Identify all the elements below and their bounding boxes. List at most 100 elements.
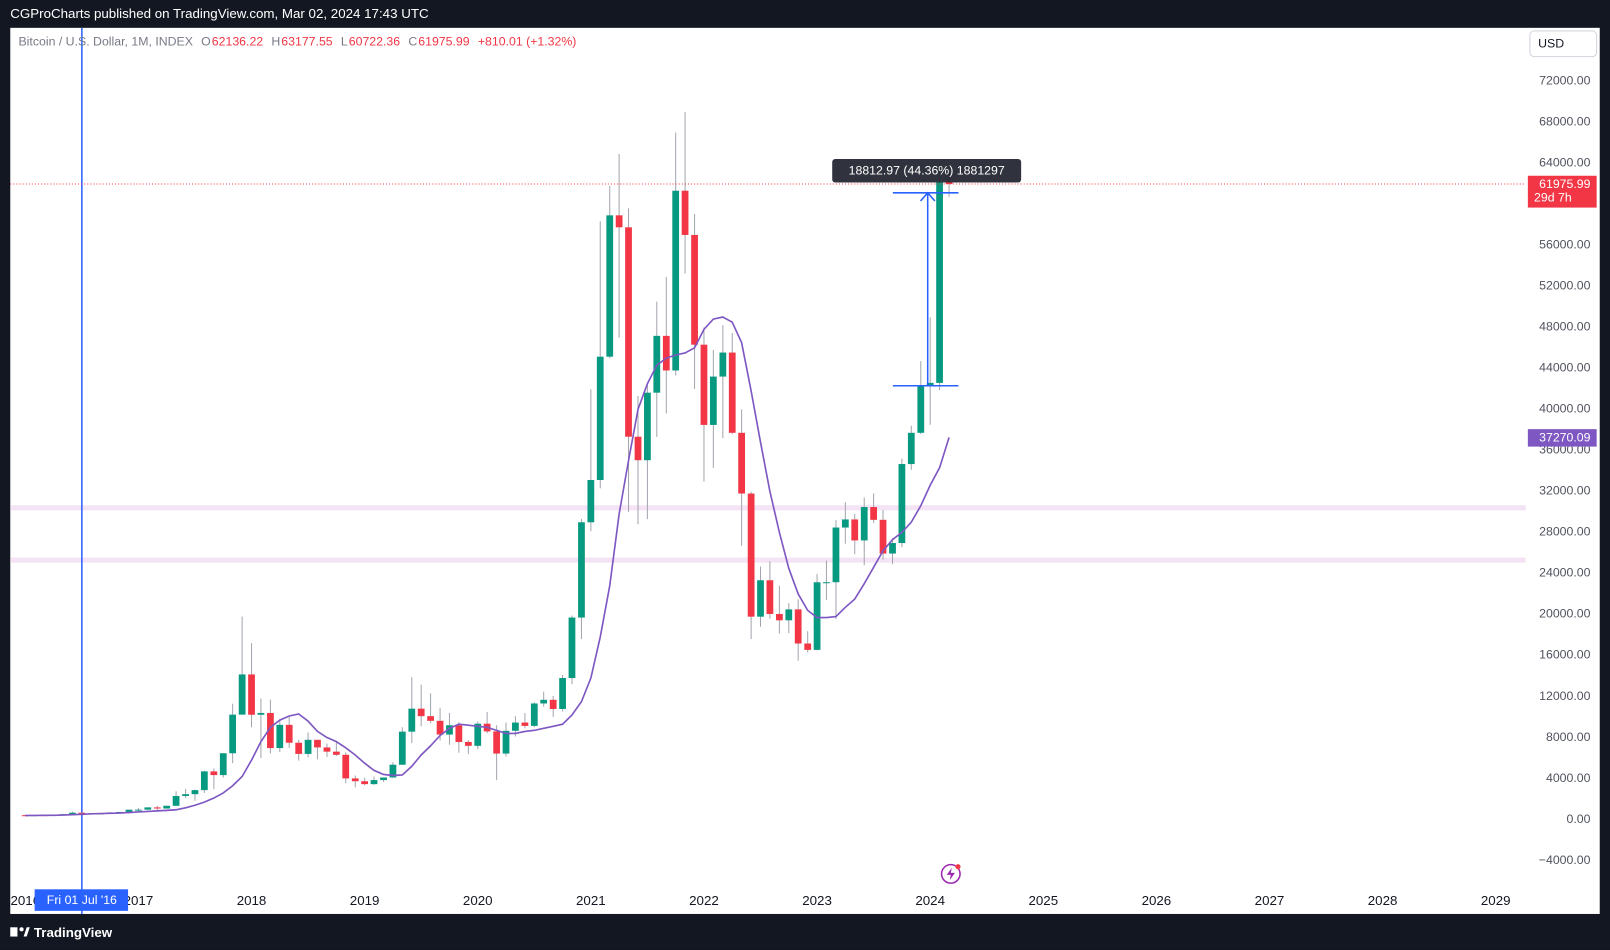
candle-body: [285, 724, 293, 743]
candle-body: [719, 352, 727, 377]
candle-body: [785, 609, 793, 621]
crosshair-label-box: [34, 889, 129, 911]
ohlc-value: 61975.99: [418, 34, 470, 48]
y-tick-label: 12000.00: [1539, 689, 1591, 703]
chart-title: Bitcoin / U.S. Dollar, 1M, INDEX: [18, 34, 192, 48]
y-tick-label: 8000.00: [1546, 730, 1591, 744]
candle-body: [342, 754, 350, 779]
candle-body: [248, 674, 255, 715]
candle-body: [917, 386, 925, 433]
candle-body: [464, 741, 472, 746]
candle-body: [276, 724, 284, 749]
x-tick-label: 2025: [1028, 893, 1058, 908]
y-tick-label: 16000.00: [1539, 648, 1591, 662]
candle-body: [436, 720, 444, 735]
y-tick-label: 48000.00: [1539, 320, 1591, 334]
candle-body: [135, 809, 142, 811]
candle-body: [314, 739, 321, 748]
candle-body: [210, 771, 218, 776]
currency-label[interactable]: USD: [1538, 37, 1564, 51]
candle-body: [879, 519, 887, 554]
x-tick-label: 2017: [124, 893, 154, 908]
x-tick-label: 2022: [689, 893, 719, 908]
x-tick-label: 2016: [10, 893, 40, 908]
candle-body: [926, 382, 934, 387]
moving-average-line: [25, 316, 950, 817]
x-tick-label: 2028: [1368, 893, 1398, 908]
candle-body: [389, 764, 397, 778]
candle-body: [521, 722, 529, 726]
candle-body: [870, 507, 878, 520]
candle-body: [530, 703, 538, 726]
x-tick-label: 2026: [1142, 893, 1172, 908]
level-band: [10, 557, 1526, 563]
candle-body: [907, 432, 915, 465]
crosshair-label: Fri 01 Jul '16: [47, 893, 117, 907]
candle-body: [757, 580, 764, 617]
candle-body: [596, 356, 604, 480]
chart-panel: [10, 27, 1600, 914]
y-tick-label: −4000.00: [1539, 853, 1591, 867]
ohlc-value: 60722.36: [349, 34, 401, 48]
candle-body: [502, 730, 510, 754]
candle-body: [493, 731, 501, 754]
candle-body: [549, 699, 557, 709]
y-tick-label: 0.00: [1567, 812, 1591, 826]
candle-body: [578, 522, 585, 618]
candle-body: [238, 674, 246, 715]
candle-body: [474, 723, 482, 746]
candle-body: [182, 794, 189, 797]
tradingview-logo: [10, 927, 30, 937]
candle-body: [766, 580, 774, 614]
candle-body: [889, 543, 896, 554]
candle-body: [691, 234, 698, 345]
candle-body: [144, 807, 152, 810]
y-tick-label: 64000.00: [1539, 155, 1591, 169]
x-tick-label: 2020: [463, 893, 493, 908]
candle-body: [427, 716, 434, 721]
lightning-icon: [940, 863, 961, 884]
candle-body: [738, 432, 746, 494]
candle-body: [229, 714, 237, 754]
candle-body: [332, 751, 340, 755]
x-tick-label: 2021: [576, 893, 606, 908]
y-tick-label: 72000.00: [1539, 73, 1591, 87]
candle-body: [568, 617, 576, 679]
footer-brand: TradingView: [34, 925, 113, 940]
candle-body: [851, 519, 859, 541]
candle-body: [172, 796, 180, 806]
candle-body: [559, 678, 566, 709]
x-tick-label: 2023: [802, 893, 832, 908]
candle-body: [813, 582, 821, 650]
candle-body: [295, 742, 303, 754]
candle-body: [832, 527, 840, 583]
candle-body: [634, 436, 642, 461]
currency-button[interactable]: [1529, 30, 1598, 58]
x-tick-label: 2019: [350, 893, 380, 908]
ohlc-label: L: [341, 34, 348, 48]
candle-body: [644, 392, 651, 461]
candle-body: [323, 747, 331, 752]
candle-body: [804, 643, 812, 650]
candle-body: [747, 493, 755, 617]
candle-body: [709, 376, 717, 425]
price-axis: −4000.00 0.00 4000.00 8000.00 12000.00 16000.…: [1527, 73, 1597, 867]
candle-body: [860, 507, 868, 541]
last-price-box: [1527, 175, 1597, 208]
candle-body: [823, 582, 830, 584]
countdown-label: 29d 7h: [1534, 191, 1572, 205]
y-tick-label: 20000.00: [1539, 607, 1591, 621]
candle-body: [361, 781, 369, 785]
candle-body: [257, 712, 265, 715]
y-tick-label: 68000.00: [1539, 114, 1591, 128]
x-tick-label: 2018: [237, 893, 267, 908]
y-tick-label: 52000.00: [1539, 279, 1591, 293]
candle-body: [672, 190, 680, 371]
candle-body: [219, 753, 227, 776]
candle-body: [700, 344, 708, 425]
y-tick-label: 40000.00: [1539, 402, 1591, 416]
y-tick-label: 56000.00: [1539, 238, 1591, 252]
candle-body: [512, 722, 519, 731]
x-tick-label: 2024: [915, 893, 945, 908]
candle-body: [200, 771, 208, 791]
